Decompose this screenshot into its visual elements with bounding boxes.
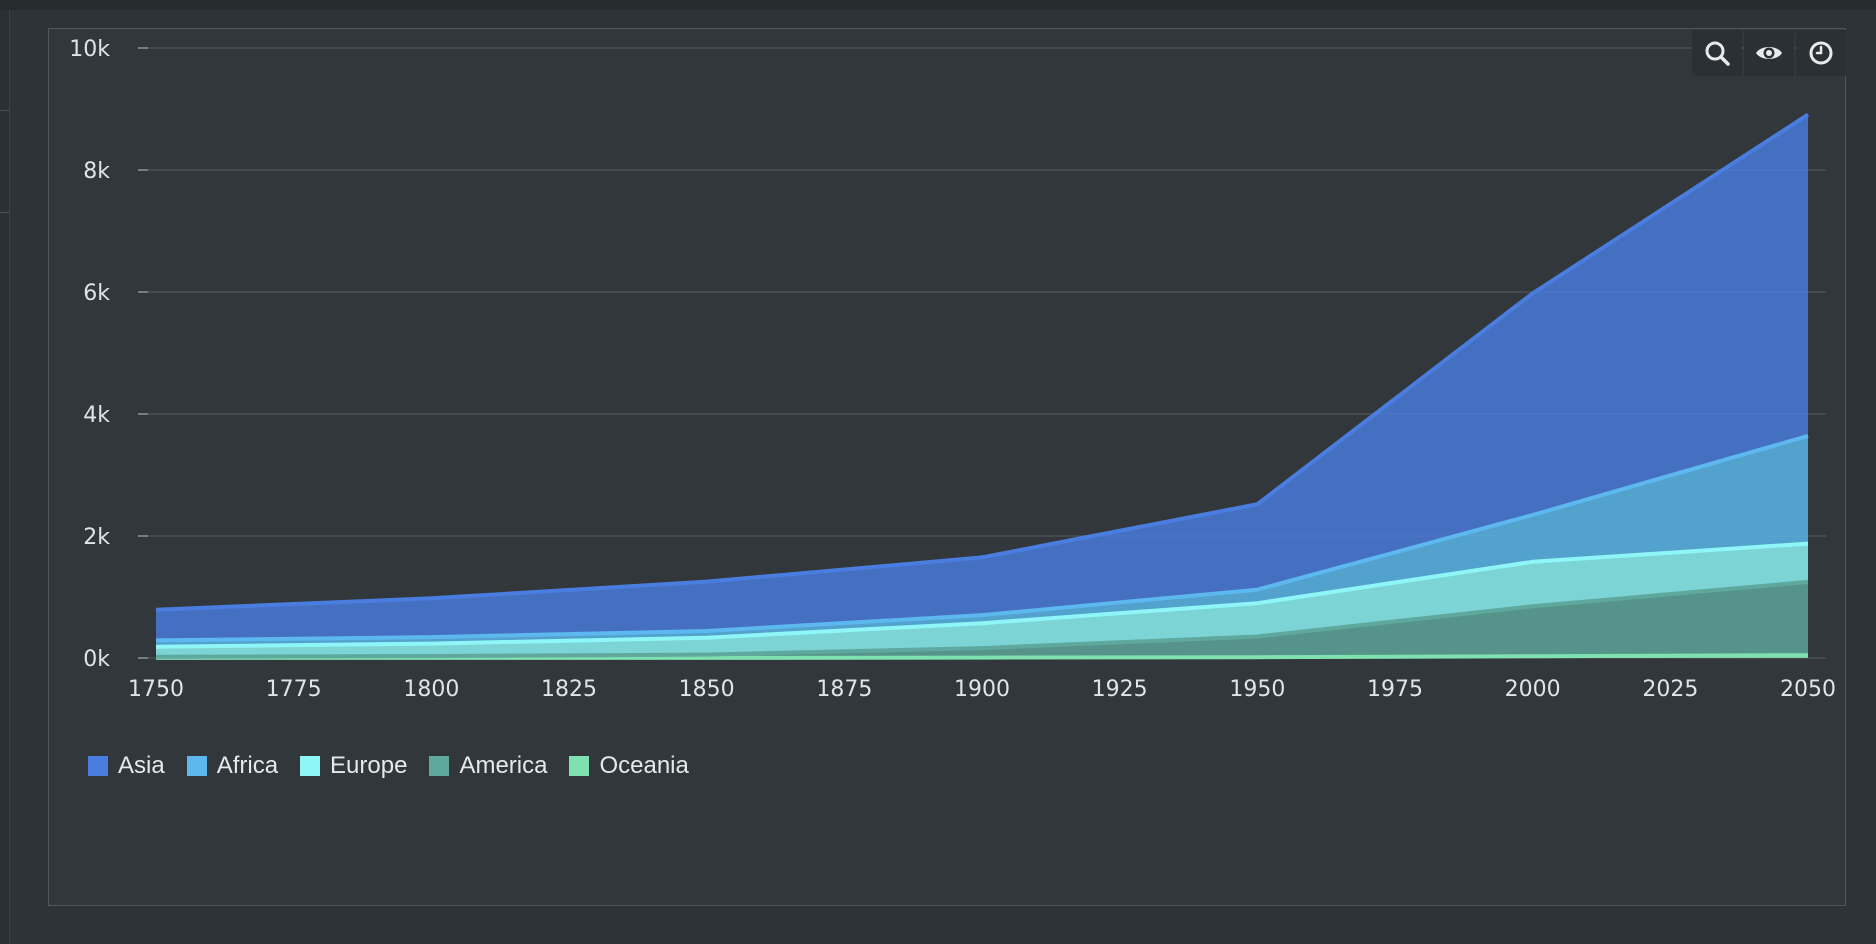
line-africa	[155, 433, 1809, 643]
x-tick-label: 1800	[403, 677, 459, 702]
y-tick-label: 6k	[83, 281, 110, 306]
legend-label: Oceania	[599, 752, 689, 779]
area-africa[interactable]	[156, 435, 1808, 647]
chart-toolbox	[1692, 30, 1846, 76]
x-tick-label: 1975	[1367, 677, 1423, 702]
legend-swatch	[429, 756, 450, 776]
legend-label: America	[459, 752, 548, 779]
y-axis: 0k 2k 4k 6k 8k 10k	[69, 37, 148, 672]
series-lines	[155, 112, 1810, 660]
top-bar	[0, 0, 1876, 10]
line-asia	[155, 112, 1810, 612]
area-america[interactable]	[156, 581, 1808, 658]
x-tick-label: 1925	[1092, 677, 1148, 702]
x-tick-label: 2025	[1642, 677, 1698, 702]
legend-swatch	[300, 756, 321, 776]
x-tick-label: 2000	[1505, 677, 1561, 702]
rail-divider	[0, 110, 9, 111]
series-areas	[156, 114, 1808, 658]
y-tick-label: 4k	[83, 403, 110, 428]
legend-item-asia[interactable]: Asia	[88, 752, 165, 780]
legend-label: Asia	[118, 752, 165, 779]
clock-icon[interactable]	[1796, 30, 1846, 76]
legend-label: Europe	[330, 752, 408, 779]
legend-swatch	[88, 756, 108, 776]
x-tick-label: 1775	[266, 677, 322, 702]
x-tick-label: 2050	[1780, 677, 1836, 702]
x-tick-label: 1825	[541, 677, 597, 702]
x-tick-label: 1875	[816, 677, 872, 702]
y-tick-label: 2k	[83, 525, 110, 550]
area-asia[interactable]	[156, 114, 1808, 641]
search-icon[interactable]	[1692, 30, 1742, 76]
legend-swatch	[186, 756, 207, 776]
y-tick-label: 8k	[83, 159, 110, 184]
x-tick-label: 1750	[128, 677, 184, 702]
legend-item-europe[interactable]: Europe	[300, 752, 407, 780]
line-america	[155, 579, 1809, 659]
left-rail	[0, 10, 10, 944]
rail-divider	[0, 212, 9, 213]
x-tick-label: 1950	[1229, 677, 1285, 702]
x-tick-label: 1900	[954, 677, 1010, 702]
eye-icon[interactable]	[1744, 30, 1794, 76]
legend-item-oceania[interactable]: Oceania	[569, 752, 689, 780]
x-tick-label: 1850	[679, 677, 735, 702]
x-axis: 1750 1775 1800 1825 1850 1875 1900 1925 1950 1975…	[128, 677, 1836, 702]
y-tick-label: 10k	[69, 37, 110, 62]
line-europe	[155, 541, 1809, 649]
y-tick-label: 0k	[83, 647, 110, 672]
legend-item-america[interactable]: America	[429, 752, 547, 780]
legend-item-africa[interactable]: Africa	[186, 752, 279, 780]
legend-swatch	[569, 756, 590, 776]
chart-legend: Asia Africa Europe America Oceania	[88, 752, 689, 780]
legend-label: Africa	[216, 752, 279, 779]
